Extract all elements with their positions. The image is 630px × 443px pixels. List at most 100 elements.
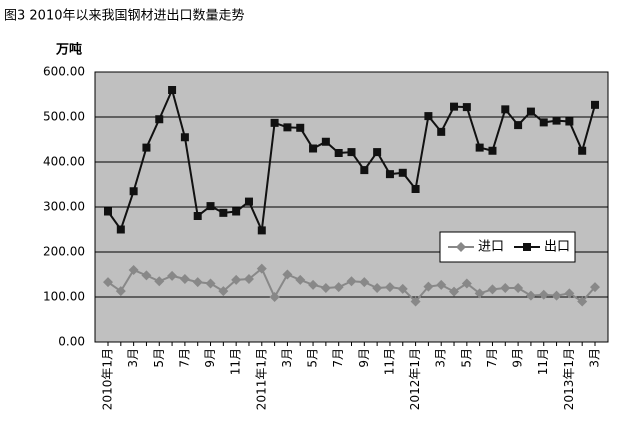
marker — [526, 107, 535, 116]
marker — [436, 279, 447, 290]
legend-label: 进口 — [478, 240, 504, 255]
x-tick-label: 3月 — [126, 348, 140, 368]
y-tick-label: 600.00 — [43, 65, 85, 79]
marker — [397, 283, 408, 294]
x-tick-label: 5月 — [152, 348, 166, 368]
marker — [283, 123, 292, 132]
marker — [141, 270, 152, 281]
marker — [450, 102, 459, 111]
marker — [474, 288, 485, 299]
marker — [269, 292, 280, 302]
marker — [218, 286, 229, 297]
x-tick-label: 11月 — [229, 348, 243, 375]
marker — [487, 284, 498, 295]
marker — [578, 146, 587, 155]
x-tick-label: 2012年1月 — [408, 348, 422, 410]
marker — [539, 118, 548, 127]
marker — [103, 277, 113, 288]
marker — [155, 115, 164, 124]
x-tick-label: 9月 — [511, 348, 525, 368]
marker — [179, 274, 190, 284]
marker — [167, 270, 178, 281]
marker — [500, 283, 511, 293]
marker — [334, 149, 343, 157]
marker — [270, 118, 279, 127]
marker — [411, 185, 420, 193]
marker — [257, 226, 266, 235]
y-tick-label: 500.00 — [43, 110, 85, 124]
marker — [205, 278, 216, 289]
marker — [231, 274, 242, 285]
marker — [206, 202, 215, 211]
marker — [192, 277, 203, 288]
y-tick-label: 0.00 — [58, 335, 85, 349]
marker — [360, 166, 369, 175]
y-axis-label: 万吨 — [55, 42, 82, 58]
marker — [384, 282, 395, 293]
marker — [116, 225, 125, 234]
x-tick-label: 2013年1月 — [562, 348, 576, 410]
marker — [577, 296, 588, 307]
marker — [243, 274, 254, 284]
marker — [333, 282, 344, 293]
marker — [244, 197, 253, 206]
marker — [514, 121, 523, 130]
x-tick-label: 3月 — [434, 348, 448, 368]
marker — [180, 133, 189, 142]
marker — [423, 281, 434, 292]
x-tick-label: 2010年1月 — [101, 348, 115, 410]
y-tick-label: 100.00 — [43, 290, 85, 304]
x-tick-label: 3月 — [588, 348, 602, 368]
marker — [168, 86, 177, 94]
marker — [373, 148, 382, 157]
marker — [410, 296, 421, 307]
marker — [219, 208, 228, 217]
marker — [513, 283, 524, 293]
marker — [359, 277, 370, 288]
marker — [462, 103, 471, 112]
marker — [309, 144, 318, 153]
marker — [538, 289, 549, 300]
marker — [552, 116, 561, 125]
marker — [424, 112, 433, 121]
x-tick-label: 11月 — [382, 348, 396, 375]
marker — [461, 278, 472, 289]
x-tick-label: 11月 — [536, 348, 550, 375]
x-tick-label: 9月 — [203, 348, 217, 368]
marker — [564, 288, 575, 299]
marker — [296, 123, 305, 132]
marker — [347, 148, 356, 157]
x-tick-label: 3月 — [280, 348, 294, 368]
x-tick-label: 7月 — [177, 348, 191, 368]
marker — [193, 212, 202, 220]
marker — [372, 283, 383, 293]
y-tick-label: 200.00 — [43, 245, 85, 259]
marker — [501, 105, 510, 114]
marker — [115, 286, 126, 297]
x-tick-label: 7月 — [485, 348, 499, 368]
marker — [154, 276, 165, 287]
marker — [104, 207, 112, 216]
x-tick-label: 5月 — [306, 348, 320, 368]
marker — [282, 269, 293, 280]
marker — [256, 263, 267, 274]
marker — [449, 286, 460, 297]
legend-label: 出口 — [544, 240, 570, 255]
marker — [398, 168, 407, 177]
marker — [590, 282, 600, 293]
marker — [128, 265, 139, 275]
marker — [437, 127, 446, 136]
marker — [321, 137, 330, 146]
y-tick-label: 400.00 — [43, 155, 85, 169]
marker — [385, 170, 394, 179]
marker — [295, 274, 306, 285]
marker — [320, 283, 331, 293]
marker — [232, 207, 241, 216]
marker — [475, 143, 484, 152]
marker — [129, 187, 138, 196]
marker — [346, 276, 357, 287]
marker — [308, 279, 319, 290]
marker — [488, 146, 497, 155]
marker — [523, 243, 531, 251]
